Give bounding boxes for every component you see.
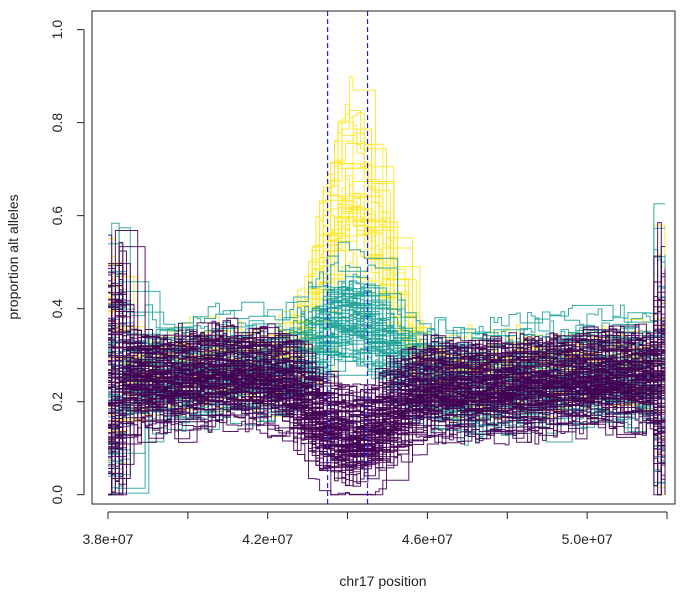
x-tick-label: 4.2e+07: [242, 531, 293, 547]
x-axis-label: chr17 position: [339, 573, 426, 589]
sample-trace: [108, 299, 666, 484]
y-tick-label: 0.0: [49, 485, 65, 505]
vline-layer: [326, 11, 369, 504]
sample-trace: [108, 339, 665, 466]
y-tick-label: 0.8: [49, 113, 65, 133]
sample-trace: [108, 395, 665, 478]
y-tick-label: 0.6: [49, 206, 65, 226]
sample-trace: [108, 286, 665, 483]
sample-trace: [108, 222, 665, 443]
sample-trace: [108, 357, 665, 485]
sample-trace: [108, 343, 665, 428]
sample-trace: [108, 403, 666, 481]
sample-trace: [108, 272, 665, 407]
sample-trace: [108, 281, 665, 429]
sample-trace: [108, 306, 665, 447]
y-axis: 0.0 0.2 0.4 0.6 0.8 1.0: [49, 20, 85, 505]
y-tick-label: 0.2: [49, 392, 65, 412]
series-layer: [108, 76, 666, 496]
y-tick-label: 0.4: [49, 299, 65, 319]
sample-trace: [108, 255, 665, 450]
y-tick-label: 1.0: [49, 20, 65, 40]
x-axis: 3.8e+07 4.2e+07 4.6e+07 5.0e+07: [82, 511, 668, 547]
x-tick-label: 3.8e+07: [82, 531, 133, 547]
y-axis-label: proportion alt alleles: [5, 194, 21, 319]
sample-trace: [108, 328, 665, 496]
x-tick-label: 5.0e+07: [562, 531, 613, 547]
series-low: [108, 222, 666, 496]
plot-frame: [91, 10, 676, 505]
sample-trace: [108, 346, 665, 445]
x-tick-label: 4.6e+07: [402, 531, 453, 547]
sample-trace: [108, 330, 666, 468]
